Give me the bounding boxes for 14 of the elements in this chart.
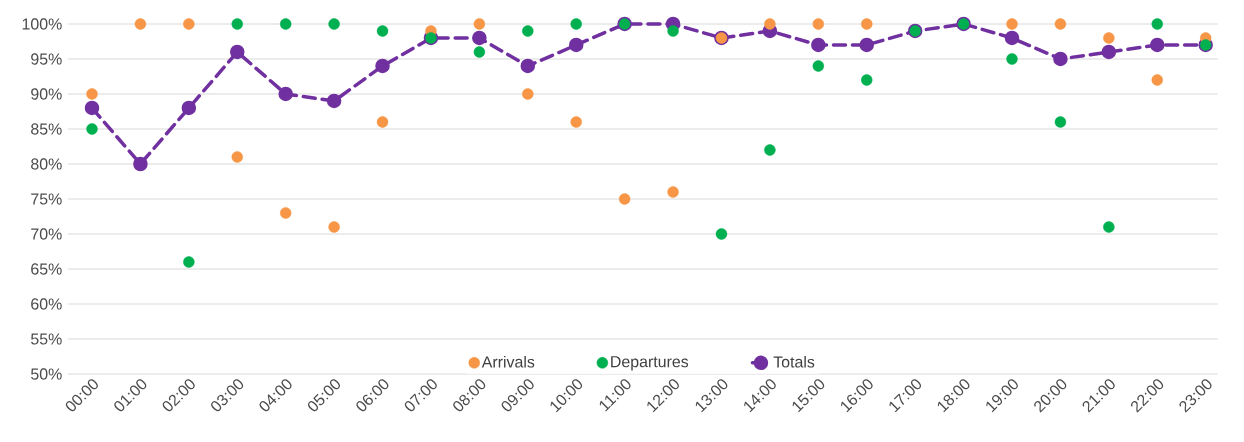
- legend-label: Totals: [773, 355, 815, 368]
- y-tick-label: 85%: [31, 123, 62, 135]
- y-tick-label: 70%: [31, 228, 62, 240]
- y-tick-label: 50%: [31, 368, 62, 380]
- y-tick-label: 95%: [31, 53, 62, 65]
- y-tick-label: 90%: [31, 88, 62, 100]
- y-tick-label: 55%: [31, 333, 62, 345]
- legend-label: Arrivals: [481, 355, 535, 368]
- y-tick-label: 100%: [22, 18, 62, 30]
- y-tick-label: 75%: [31, 193, 62, 205]
- y-tick-label: 60%: [31, 298, 62, 310]
- legend-label: Departures: [611, 356, 689, 371]
- y-tick-label: 80%: [31, 158, 62, 170]
- y-tick-label: 65%: [31, 263, 62, 275]
